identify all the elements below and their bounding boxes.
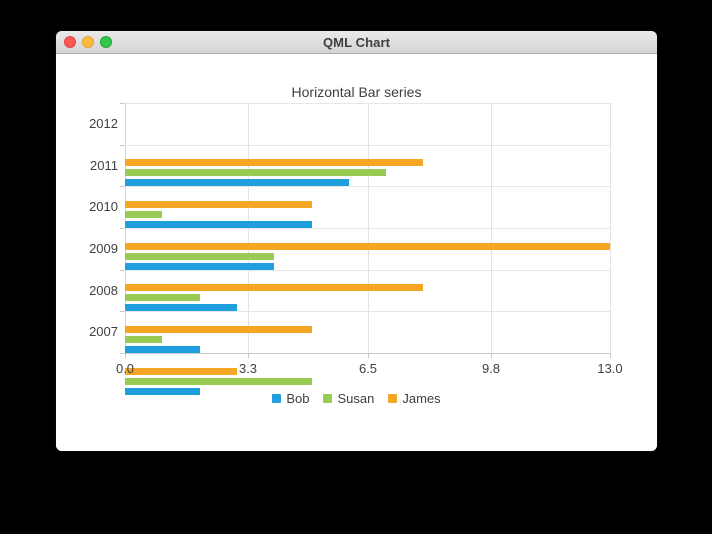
bar-susan-2009: [125, 294, 200, 301]
gridline-horizontal: [125, 103, 610, 104]
bar-bob-2011: [125, 221, 312, 228]
gridline-horizontal: [125, 228, 610, 229]
horizontal-bar-chart: Horizontal Bar series Bob Susan James 0.0 3…: [56, 54, 657, 451]
window-content: Horizontal Bar series Bob Susan James 0.0 3…: [56, 54, 657, 451]
app-window: QML Chart Horizontal Bar series Bob Susan…: [56, 31, 657, 451]
bar-susan-2012: [125, 169, 386, 176]
category-label: 2011: [90, 158, 118, 173]
gridline-horizontal: [125, 145, 610, 146]
bar-james-2009: [125, 284, 423, 291]
zoom-button[interactable]: [100, 36, 112, 48]
legend-label: Bob: [286, 391, 310, 406]
legend-marker-icon: [323, 394, 333, 403]
bar-bob-2012: [125, 179, 349, 186]
bar-james-2007: [125, 368, 237, 375]
category-label: 2008: [89, 283, 118, 298]
bar-bob-2007: [125, 388, 200, 395]
legend-label: James: [402, 391, 441, 406]
legend-marker-icon: [272, 394, 282, 403]
bar-james-2008: [125, 326, 312, 333]
x-tick-mark: [610, 353, 611, 358]
category-label: 2007: [89, 324, 118, 339]
y-tick-mark: [120, 228, 125, 229]
x-tick-label: 9.8: [481, 361, 501, 376]
y-tick-mark: [120, 311, 125, 312]
bar-susan-2010: [125, 253, 274, 260]
category-label: 2010: [89, 199, 118, 214]
gridline-vertical: [610, 103, 611, 353]
x-tick-label: 13.0: [597, 361, 623, 376]
legend-marker-icon: [388, 394, 398, 403]
category-label: 2012: [89, 116, 118, 131]
window-title: QML Chart: [322, 34, 391, 50]
bar-susan-2007: [125, 378, 312, 385]
gridline-horizontal: [125, 186, 610, 187]
bar-bob-2010: [125, 263, 274, 270]
title-bar[interactable]: QML Chart: [56, 31, 657, 54]
legend-item-james: James: [388, 391, 441, 406]
legend-item-susan: Susan: [323, 391, 374, 406]
bar-susan-2011: [125, 211, 162, 218]
bar-james-2011: [125, 201, 312, 208]
close-button[interactable]: [64, 36, 76, 48]
gridline-horizontal: [125, 270, 610, 271]
chart-title: Horizontal Bar series: [291, 84, 422, 100]
y-tick-mark: [120, 270, 125, 271]
x-tick-label: 6.5: [358, 361, 378, 376]
category-label: 2009: [89, 241, 118, 256]
bar-bob-2009: [125, 304, 237, 311]
x-tick-mark: [368, 353, 369, 358]
minimize-button[interactable]: [82, 36, 94, 48]
bar-james-2010: [125, 243, 610, 250]
window-controls: [64, 36, 112, 48]
legend-label: Susan: [337, 391, 375, 406]
plot-area: [125, 103, 611, 395]
gridline-horizontal: [125, 311, 610, 312]
y-tick-mark: [120, 353, 125, 354]
x-tick-label: 0.0: [115, 361, 135, 376]
x-tick-mark: [248, 353, 249, 358]
chart-legend: Bob Susan James: [56, 391, 657, 406]
bar-bob-2008: [125, 346, 200, 353]
y-tick-mark: [120, 103, 125, 104]
x-axis-line: [125, 353, 610, 354]
legend-item-bob: Bob: [272, 391, 309, 406]
bar-susan-2008: [125, 336, 162, 343]
x-tick-label: 3.3: [238, 361, 258, 376]
y-tick-mark: [120, 145, 125, 146]
x-tick-mark: [125, 353, 126, 358]
x-tick-mark: [491, 353, 492, 358]
y-tick-mark: [120, 186, 125, 187]
bar-james-2012: [125, 159, 423, 166]
